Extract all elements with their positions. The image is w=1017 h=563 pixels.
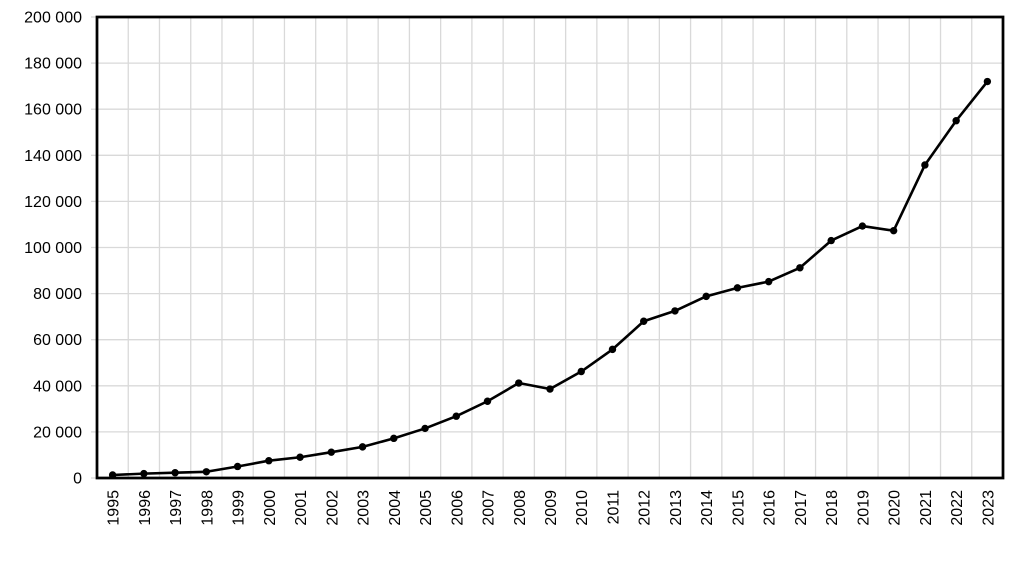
- x-tick-label: 2007: [481, 490, 498, 526]
- y-tick-label: 80 000: [33, 286, 82, 303]
- data-point-2000: [265, 457, 273, 465]
- x-tick-label: 2013: [668, 490, 685, 526]
- x-tick-label: 2022: [949, 490, 966, 526]
- x-tick-label: 2001: [293, 490, 310, 526]
- x-tick-label: 2006: [449, 490, 466, 526]
- x-tick-label: 1998: [199, 490, 216, 526]
- y-tick-label: 180 000: [24, 56, 82, 73]
- x-tick-label: 2019: [855, 490, 872, 526]
- x-tick-label: 2005: [418, 490, 435, 526]
- data-point-2001: [296, 453, 304, 461]
- data-point-2014: [702, 292, 710, 301]
- x-tick-label: 2014: [699, 490, 716, 526]
- x-tick-label: 2016: [762, 490, 779, 526]
- data-point-2008: [515, 379, 523, 387]
- data-point-2011: [608, 345, 617, 354]
- y-tick-label: 40 000: [33, 378, 82, 395]
- x-tick-label: 2023: [980, 490, 997, 526]
- plot-border: [95, 15, 1005, 480]
- y-tick-label: 160 000: [24, 102, 82, 119]
- data-point-2015: [733, 284, 742, 292]
- data-point-1995: [108, 471, 117, 479]
- data-point-2021: [921, 161, 929, 169]
- series-line: [111, 80, 989, 477]
- y-tick-label: 60 000: [33, 332, 82, 349]
- data-point-2022: [952, 117, 960, 125]
- x-tick-label: 1999: [231, 490, 248, 526]
- data-point-2006: [452, 412, 460, 420]
- y-tick-label: 200 000: [24, 10, 82, 27]
- data-point-2009: [546, 385, 554, 393]
- x-tick-label: 2003: [356, 490, 373, 526]
- x-tick-label: 2020: [887, 490, 904, 526]
- x-tick-label: 2010: [574, 490, 591, 526]
- x-tick-label: 1996: [137, 490, 154, 526]
- x-tick-label: 2011: [605, 490, 622, 525]
- data-point-2004: [390, 434, 398, 443]
- x-tick-label: 2012: [637, 490, 654, 526]
- data-point-2023: [983, 77, 992, 86]
- data-point-2012: [640, 317, 648, 325]
- data-point-2013: [671, 307, 679, 315]
- x-tick-label: 2004: [387, 490, 404, 526]
- x-tick-label: 2008: [512, 490, 529, 526]
- x-tick-label: 2015: [730, 490, 747, 526]
- x-tick-label: 2002: [324, 490, 341, 526]
- y-tick-label: 140 000: [24, 148, 82, 165]
- x-tick-label: 2021: [918, 490, 935, 526]
- data-point-2002: [327, 448, 336, 456]
- x-tick-label: 1997: [168, 490, 185, 526]
- data-point-2018: [827, 236, 835, 245]
- y-tick-label: 120 000: [24, 194, 82, 211]
- x-tick-label: 1995: [106, 490, 123, 526]
- data-point-2003: [358, 443, 367, 451]
- data-point-2019: [858, 222, 867, 230]
- data-point-1998: [202, 468, 211, 476]
- data-point-2007: [483, 397, 492, 405]
- x-tick-label: 2017: [793, 490, 810, 526]
- data-point-2010: [577, 367, 585, 376]
- data-point-1997: [171, 468, 179, 477]
- data-point-1996: [140, 469, 148, 478]
- data-point-2020: [889, 226, 898, 235]
- y-tick-label: 20 000: [33, 424, 82, 441]
- x-tick-label: 2018: [824, 490, 841, 526]
- x-tick-label: 2000: [262, 490, 279, 526]
- y-tick-label: 0: [73, 471, 82, 488]
- data-point-2017: [796, 264, 804, 272]
- y-tick-label: 100 000: [24, 240, 82, 257]
- data-point-1999: [233, 462, 242, 471]
- data-point-2016: [764, 277, 773, 286]
- data-point-2005: [421, 424, 429, 433]
- x-tick-label: 2009: [543, 490, 560, 526]
